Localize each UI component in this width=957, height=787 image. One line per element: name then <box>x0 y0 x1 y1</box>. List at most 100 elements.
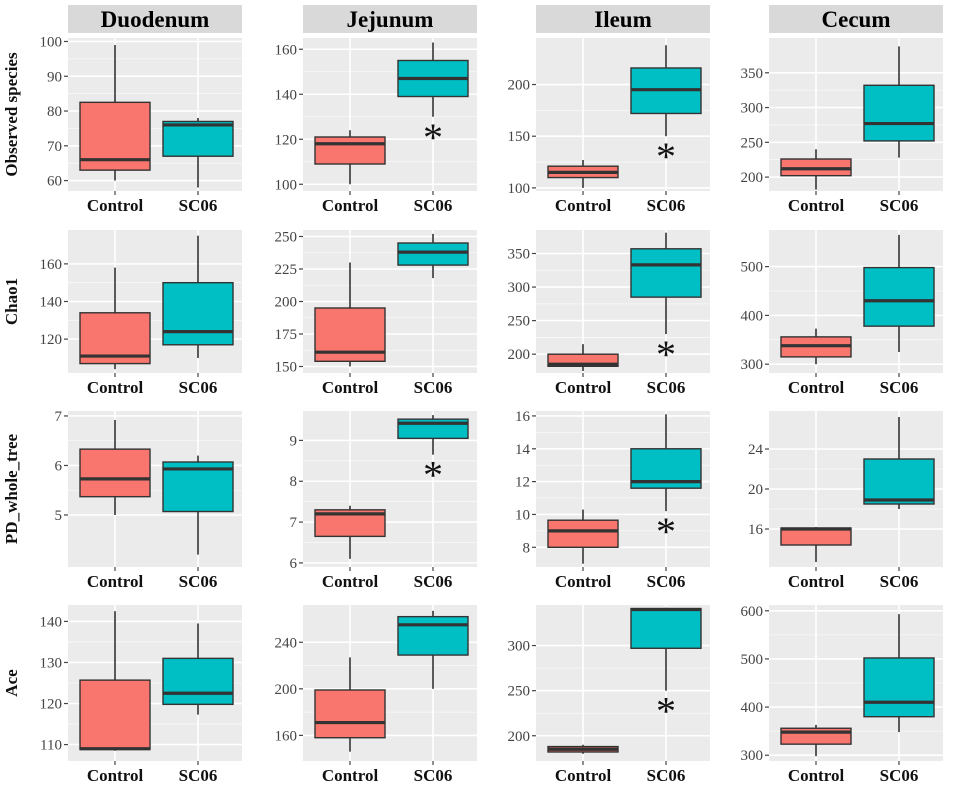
strip-background <box>303 5 477 33</box>
box-sc06 <box>863 46 935 158</box>
box-control <box>780 328 852 365</box>
x-tick-label: Control <box>788 378 845 397</box>
y-tick-label: 7 <box>55 409 63 425</box>
panel-observed-species-duodenum: 60 70 80 90 100 Control SC06 <box>40 34 242 215</box>
strip-duodenum: Duodenum <box>68 5 242 33</box>
x-tick-label: Control <box>555 378 612 397</box>
box-sc06 <box>397 610 469 689</box>
x-tick-label: SC06 <box>647 378 686 397</box>
y-tick-label: 90 <box>47 69 62 85</box>
y-tick-label: 150 <box>275 360 298 376</box>
box-iqr <box>162 281 234 346</box>
panel-chao1-ileum: 200 250 300 350 Control SC06* <box>508 230 710 397</box>
box-sc06 <box>630 232 702 335</box>
box-iqr <box>547 519 619 548</box>
x-tick-label: Control <box>788 766 845 785</box>
box-sc06 <box>162 117 234 188</box>
y-tick-label: 150 <box>508 129 531 145</box>
box-control <box>547 509 619 564</box>
x-tick-label: Control <box>322 378 379 397</box>
box-iqr <box>630 248 702 298</box>
facet-strips: Duodenum Jejunum Ileum Cecum <box>68 5 943 33</box>
y-tick-label: 500 <box>741 652 764 668</box>
y-tick-label: 300 <box>741 101 764 117</box>
x-tick-label: Control <box>87 196 144 215</box>
panel-ace-duodenum: 110 120 130 140 Control SC06 <box>40 605 242 785</box>
y-tick-label: 400 <box>741 308 764 324</box>
y-tick-label: 7 <box>290 515 298 531</box>
y-tick-label: 70 <box>47 139 62 155</box>
x-tick-label: Control <box>555 196 612 215</box>
box-iqr <box>314 136 386 165</box>
x-tick-label: Control <box>87 378 144 397</box>
strip-jejunum: Jejunum <box>303 5 477 33</box>
strip-label: Cecum <box>822 7 891 32</box>
y-tick-label: 300 <box>508 280 531 296</box>
box-iqr <box>863 84 935 142</box>
y-tick-label: 80 <box>47 104 62 120</box>
significance-star: * <box>656 134 676 179</box>
y-tick-label: 12 <box>515 475 530 491</box>
y-tick-label: 10 <box>515 507 530 523</box>
y-tick-label: 130 <box>40 655 63 671</box>
y-tick-label: 100 <box>508 181 531 197</box>
y-tick-label: 300 <box>741 357 764 373</box>
x-tick-label: Control <box>322 766 379 785</box>
x-tick-label: SC06 <box>179 572 218 591</box>
box-control <box>314 505 386 559</box>
strip-background <box>536 5 710 33</box>
box-iqr <box>162 657 234 706</box>
strip-ileum: Ileum <box>536 5 710 33</box>
x-tick-label: SC06 <box>880 196 919 215</box>
y-tick-label: 200 <box>275 682 298 698</box>
significance-star: * <box>656 689 676 734</box>
box-iqr <box>162 120 234 157</box>
box-control <box>314 262 386 367</box>
x-tick-label: SC06 <box>647 572 686 591</box>
x-tick-label: SC06 <box>647 766 686 785</box>
box-sc06 <box>162 623 234 715</box>
box-sc06 <box>630 607 702 691</box>
box-iqr <box>314 689 386 739</box>
y-tick-label: 8 <box>523 540 531 556</box>
x-tick-label: SC06 <box>179 378 218 397</box>
y-tick-label: 200 <box>508 78 531 94</box>
y-tick-label: 160 <box>40 257 63 273</box>
box-iqr <box>863 458 935 505</box>
y-tick-label: 250 <box>275 230 298 246</box>
box-control <box>780 149 852 190</box>
box-sc06 <box>863 417 935 509</box>
x-tick-label: SC06 <box>179 766 218 785</box>
panel-pd-whole-tree-ileum: 8 10 12 14 16 Control SC06 * <box>515 409 710 591</box>
y-tick-label: 120 <box>40 697 63 713</box>
row-label-3: Ace <box>2 669 21 697</box>
box-sc06 <box>863 234 935 353</box>
y-tick-label: 100 <box>275 177 298 193</box>
box-control <box>547 744 619 754</box>
panel-chao1-cecum: 300 400 500 Control SC06 <box>741 230 943 397</box>
panel-pd-whole-tree-duodenum: 5 6 7 Control SC06 <box>55 409 242 591</box>
box-sc06 <box>397 233 469 279</box>
x-tick-label: SC06 <box>414 378 453 397</box>
x-tick-label: SC06 <box>414 196 453 215</box>
y-tick-label: 160 <box>275 728 298 744</box>
box-control <box>79 419 151 515</box>
box-iqr <box>397 615 469 656</box>
x-tick-label: SC06 <box>414 572 453 591</box>
y-tick-label: 200 <box>741 170 764 186</box>
y-tick-label: 200 <box>275 295 298 311</box>
y-tick-label: 175 <box>275 327 298 343</box>
box-control <box>780 527 852 562</box>
y-tick-label: 160 <box>275 42 298 58</box>
facet-panels: 60 70 80 90 100 Control SC06 100 120 140 160 Contro… <box>40 34 943 785</box>
y-tick-label: 350 <box>741 66 764 82</box>
box-sc06 <box>397 42 469 117</box>
panel-ace-jejunum: 160 200 240 Control SC06 <box>275 605 477 785</box>
panel-observed-species-cecum: 200 250 300 350 Control SC06 <box>741 38 943 215</box>
y-tick-label: 110 <box>40 738 62 754</box>
significance-star: * <box>423 453 443 498</box>
y-tick-label: 200 <box>508 729 531 745</box>
y-tick-label: 600 <box>741 604 764 620</box>
y-tick-label: 250 <box>508 314 531 330</box>
